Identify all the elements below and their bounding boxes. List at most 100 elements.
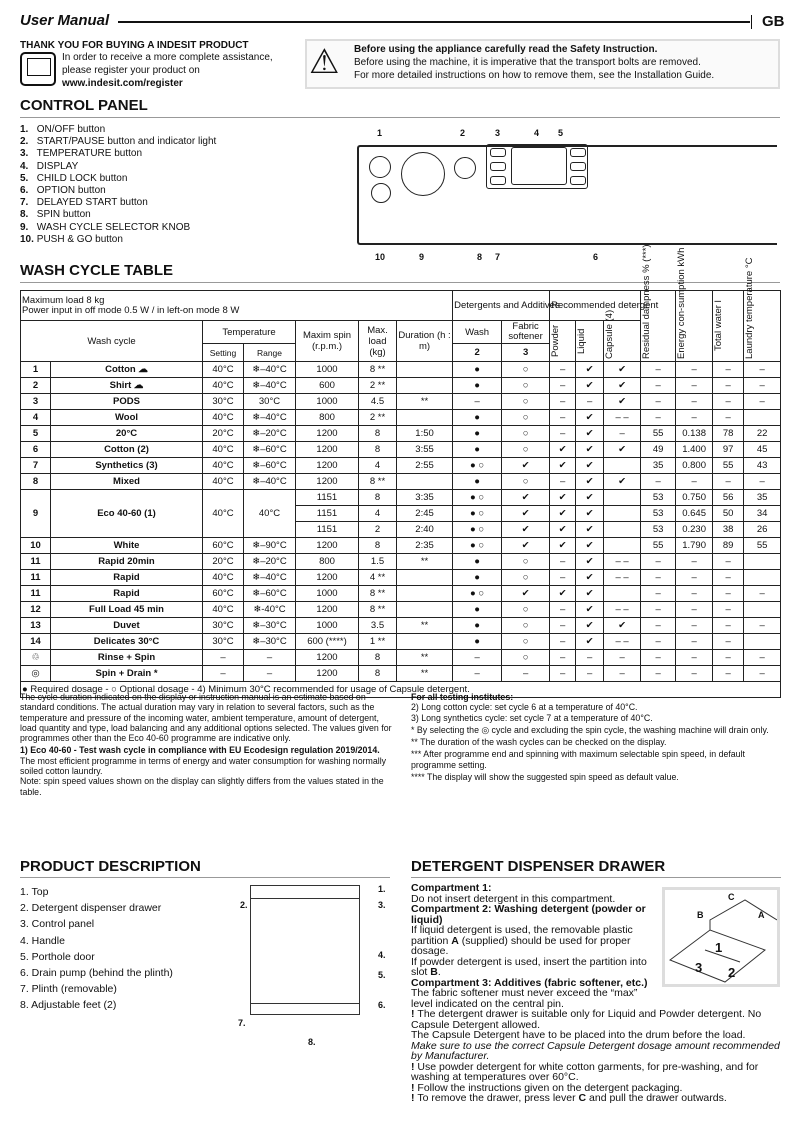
max-load: 4 ** (358, 569, 397, 586)
total-water: – (712, 649, 745, 666)
powder: – (549, 649, 577, 666)
max-spin: 1200 (295, 665, 359, 682)
liquid: ✔ (575, 633, 605, 650)
max-spin: 1000 (295, 393, 359, 410)
laundry-temp: – (743, 361, 782, 378)
max-load: 8 ** (358, 361, 397, 378)
label-a: A (451, 934, 459, 947)
table-row: 14 Delicates 30°C 30°C ❄–30°C 600 (****) 1 **… (20, 633, 782, 650)
powder: ✔ (549, 585, 577, 602)
delay-button-shape (490, 176, 506, 185)
powder: – (549, 569, 577, 586)
item-label: START/PAUSE button and indicator light (36, 136, 217, 148)
wash-dosage: ● (452, 601, 503, 618)
figure-label: 1 (715, 940, 723, 955)
spin-drain-icon: ◎ (20, 665, 51, 682)
residual-dampness: – (640, 633, 677, 650)
item-number: 1. (20, 124, 29, 135)
item-label: SPIN button (36, 209, 91, 221)
cycle-name: Spin + Drain * (95, 668, 158, 679)
warning-text: To remove the drawer, press lever (417, 1092, 579, 1104)
capsule: ✔ (603, 377, 642, 394)
capsule: – (603, 665, 642, 682)
residual-dampness: – (640, 553, 677, 570)
warning-text: and pull the drawer outwards. (586, 1092, 727, 1104)
cycle-name-cell: Cotton ☁ (50, 361, 203, 378)
capsule (603, 521, 642, 538)
cycle-number: 11 (20, 585, 51, 602)
duration: 2:35 (395, 537, 454, 554)
figure-label: 2 (728, 965, 736, 980)
total-water: – (712, 569, 745, 586)
callout: 5. (378, 970, 386, 980)
residual-dampness: – (640, 617, 677, 634)
temp-setting: 20°C (202, 425, 244, 442)
energy: 0.645 (675, 505, 714, 522)
table-row: ◎ Spin + Drain * – –1200 8 ** – – – – – – – – – (20, 665, 782, 682)
control-panel-item: 8. SPIN button (20, 209, 216, 221)
warning-italic: Make sure to use the correct Capsule Det… (411, 1039, 780, 1062)
header-wash-cycle: Wash cycle (20, 320, 203, 362)
powder: – (549, 665, 577, 682)
wash-dosage: ● (452, 633, 503, 650)
product-callouts: 1. 2. 3. 4. 5. 6. 7. 8. (230, 880, 390, 1050)
item-number: 6. (20, 185, 29, 197)
cycle-name-cell: Rinse + Spin (50, 649, 203, 666)
cycle-name: Wool (114, 412, 139, 423)
callout: 5 (558, 128, 564, 138)
liquid: ✔ (575, 537, 605, 554)
residual-dampness: – (640, 569, 677, 586)
energy: 1.790 (675, 537, 714, 554)
residual-dampness: – (640, 649, 677, 666)
register-link[interactable]: www.indesit.com/register (62, 78, 183, 89)
cycle-number: 1 (20, 361, 51, 378)
item-label: PUSH & GO button (36, 233, 123, 245)
callout: 9 (419, 252, 425, 262)
start-button-shape (454, 157, 476, 179)
duration-note: The cycle duration indicated on the disp… (20, 692, 392, 744)
header-duration: Duration (h : m) (395, 320, 454, 362)
laundry-temp: 45 (743, 441, 782, 458)
laundry-temp (743, 553, 782, 570)
powder: – (549, 473, 577, 490)
cycle-name: Rinse + Spin (97, 652, 156, 663)
table-row: 3 PODS 30°C 30°C 1000 4.5 ** – ○ – – ✔ – – – – (20, 393, 782, 410)
residual-dampness: 53 (640, 489, 677, 506)
temperature-button-shape (490, 148, 506, 157)
table-row: 1 Cotton ☁ 40°C ❄–40°C 1000 8 ** ● ○ – ✔ ✔ – – – – (20, 361, 782, 378)
residual-dampness: – (640, 665, 677, 682)
energy: – (675, 617, 714, 634)
wash-dosage: ● (452, 409, 503, 426)
product-part: 1. Top (20, 886, 49, 898)
compartment-3-title: Compartment 3: Additives (fabric softene… (411, 976, 648, 989)
option-button-shape (570, 176, 586, 185)
register-line: In order to receive a more complete assi… (62, 52, 273, 63)
temp-range: 40°C (243, 489, 296, 538)
cycle-number: 9 (20, 489, 51, 538)
steam-icon: ☁ (138, 364, 148, 375)
spin-drain-icon: ◎ (481, 724, 490, 735)
wash-cycle-table: Maximum load 8 kg Power input in off mode… (19, 244, 782, 698)
drawer-drawing (668, 899, 778, 983)
powder: – (549, 361, 577, 378)
capsule: – (603, 649, 642, 666)
temp-range: ❄–90°C (243, 537, 296, 554)
cycle-name-cell: Cotton (2) (50, 441, 203, 458)
max-spin: 1151 (295, 521, 359, 538)
duration (395, 409, 454, 426)
energy: – (675, 553, 714, 570)
figure-label: 3 (695, 960, 703, 975)
item-label: DISPLAY (36, 160, 79, 172)
header-capsule: Capsule (4) (604, 309, 616, 359)
laundry-temp: – (743, 665, 782, 682)
total-water: 38 (712, 521, 745, 538)
cycle-name-cell: Delicates 30°C (50, 633, 203, 650)
energy: – (675, 361, 714, 378)
softener-dosage: ○ (501, 393, 551, 410)
callout: 6. (378, 1000, 386, 1010)
cycle-number: 11 (20, 553, 51, 570)
temp-range: ❄–40°C (243, 409, 296, 426)
item-number: 10. (20, 233, 34, 245)
cycle-number: 4 (20, 409, 51, 426)
header-wash: Wash (452, 319, 503, 345)
